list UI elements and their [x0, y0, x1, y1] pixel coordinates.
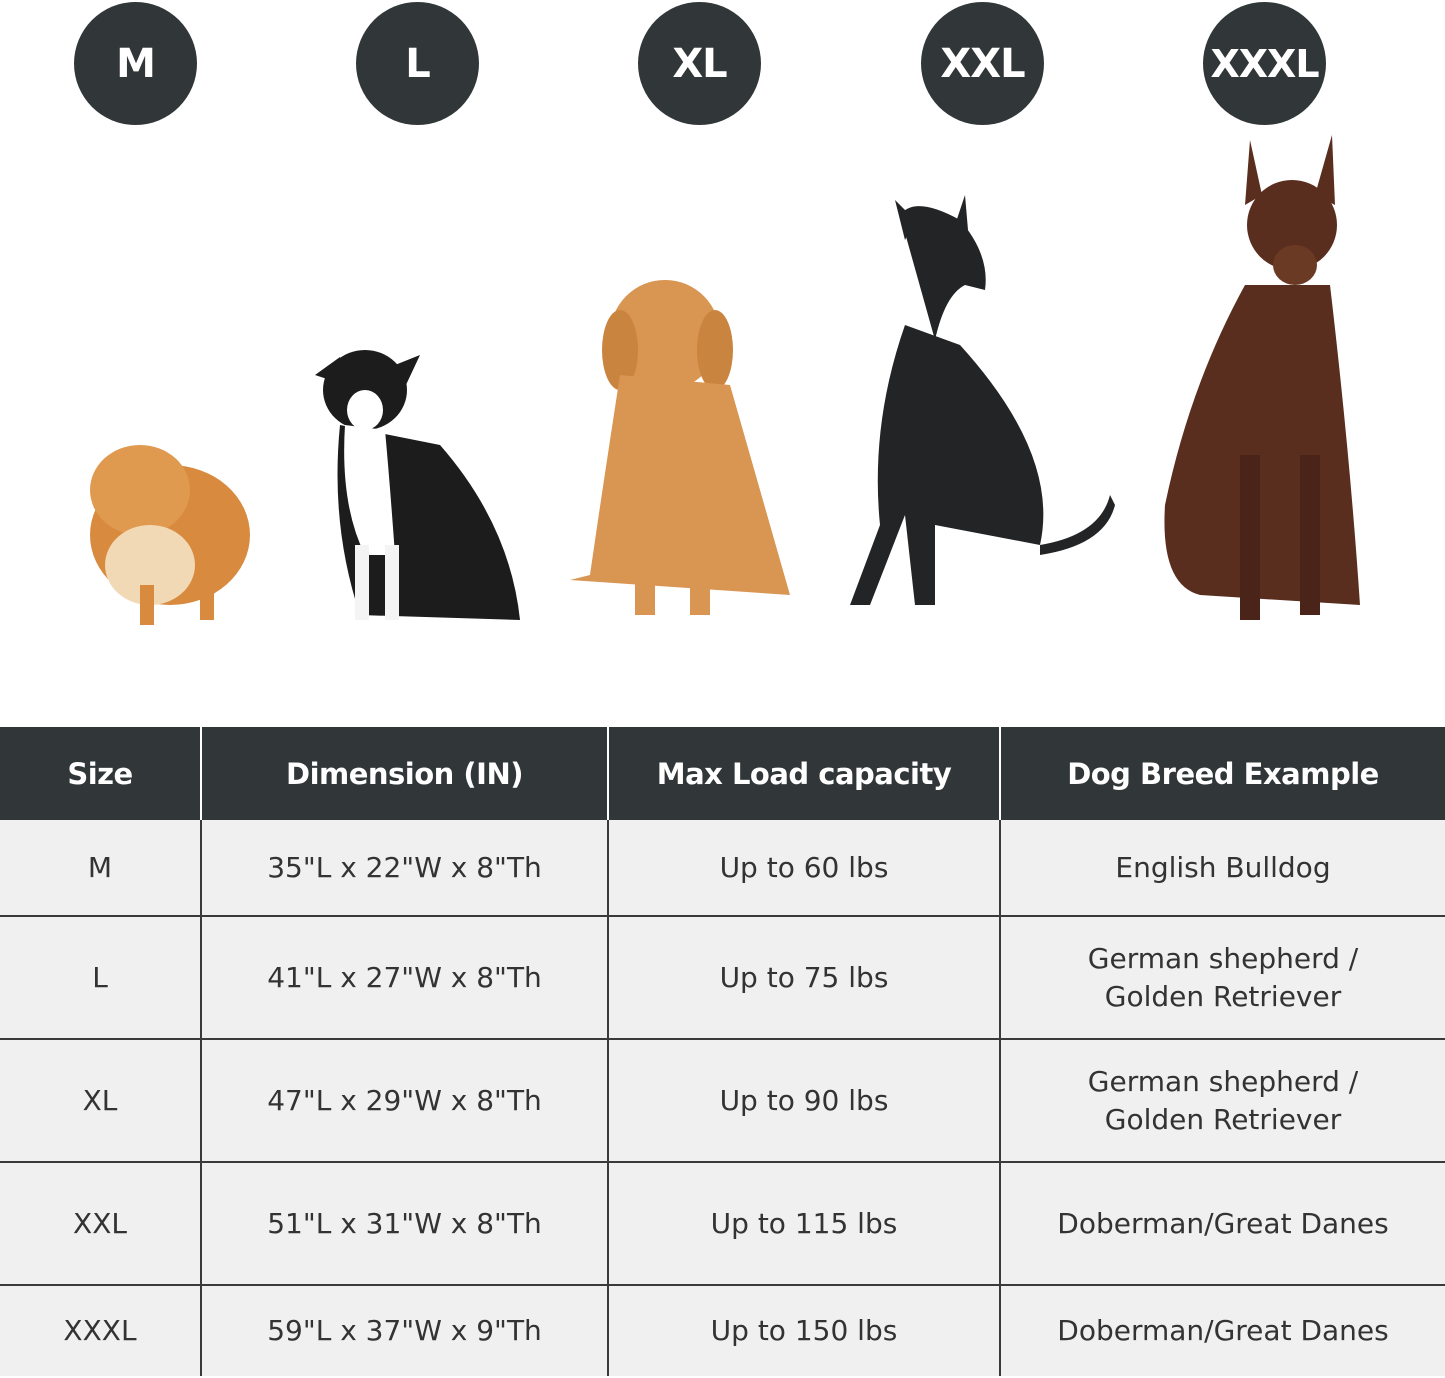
cell-max-load: Up to 115 lbs	[607, 1162, 1001, 1286]
cell-size: XL	[0, 1039, 202, 1163]
cell-size: XXXL	[0, 1285, 202, 1376]
cell-dimension: 35"L x 22"W x 8"Th	[200, 820, 609, 917]
header-size: Size	[0, 727, 201, 820]
size-badge-xxxl: XXXL	[1203, 2, 1326, 125]
table-row: XL 47"L x 29"W x 8"Th Up to 90 lbs Germa…	[0, 1039, 1445, 1163]
cell-breed: German shepherd / Golden Retriever	[999, 916, 1445, 1040]
table-row: XXL 51"L x 31"W x 8"Th Up to 115 lbs Dob…	[0, 1162, 1445, 1286]
great-dane-image	[850, 195, 1115, 605]
cell-dimension: 41"L x 27"W x 8"Th	[200, 916, 609, 1040]
table-header-row: Size Dimension (IN) Max Load capacity Do…	[0, 727, 1445, 820]
table-row: XXXL 59"L x 37"W x 9"Th Up to 150 lbs Do…	[0, 1285, 1445, 1376]
cell-size: M	[0, 820, 202, 917]
border-collie-image	[315, 350, 520, 620]
table-row: M 35"L x 22"W x 8"Th Up to 60 lbs Englis…	[0, 820, 1445, 917]
doberman-image	[1164, 135, 1360, 620]
cell-max-load: Up to 75 lbs	[607, 916, 1001, 1040]
cell-dimension: 47"L x 29"W x 8"Th	[200, 1039, 609, 1163]
size-chart-table: Size Dimension (IN) Max Load capacity Do…	[0, 727, 1445, 1376]
size-badge-m: M	[74, 2, 197, 125]
size-badge-xxl: XXL	[921, 2, 1044, 125]
header-breed: Dog Breed Example	[999, 727, 1445, 820]
cell-breed: Doberman/Great Danes	[999, 1285, 1445, 1376]
dog-size-illustrations	[90, 135, 1360, 625]
size-badge-l: L	[356, 2, 479, 125]
cell-max-load: Up to 90 lbs	[607, 1039, 1001, 1163]
header-dimension: Dimension (IN)	[200, 727, 608, 820]
cell-size: L	[0, 916, 202, 1040]
table-row: L 41"L x 27"W x 8"Th Up to 75 lbs German…	[0, 916, 1445, 1040]
cell-breed: English Bulldog	[999, 820, 1445, 917]
size-badge-xl: XL	[638, 2, 761, 125]
cell-breed: German shepherd / Golden Retriever	[999, 1039, 1445, 1163]
cell-dimension: 51"L x 31"W x 8"Th	[200, 1162, 609, 1286]
cell-max-load: Up to 150 lbs	[607, 1285, 1001, 1376]
cell-size: XXL	[0, 1162, 202, 1286]
cell-dimension: 59"L x 37"W x 9"Th	[200, 1285, 609, 1376]
golden-retriever-image	[570, 280, 790, 615]
pomeranian-image	[90, 445, 250, 625]
cell-breed: Doberman/Great Danes	[999, 1162, 1445, 1286]
header-max-load: Max Load capacity	[607, 727, 1000, 820]
cell-max-load: Up to 60 lbs	[607, 820, 1001, 917]
